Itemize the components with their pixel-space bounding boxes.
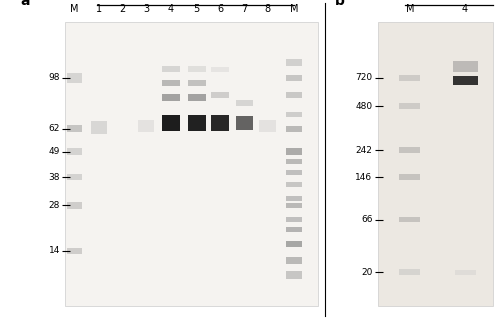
- Bar: [286, 257, 302, 264]
- Bar: [162, 66, 180, 72]
- Bar: [286, 58, 302, 66]
- Text: 98: 98: [48, 73, 60, 82]
- Bar: [211, 92, 229, 98]
- Bar: [400, 75, 420, 80]
- Text: 3: 3: [143, 4, 149, 14]
- Bar: [66, 125, 82, 132]
- Bar: [286, 75, 302, 81]
- Bar: [260, 120, 276, 132]
- Text: 20: 20: [361, 268, 372, 277]
- Text: a: a: [20, 0, 30, 8]
- Bar: [162, 80, 180, 86]
- Text: 28: 28: [48, 201, 60, 210]
- Bar: [286, 271, 302, 278]
- Bar: [286, 203, 302, 208]
- Text: 480: 480: [356, 101, 372, 111]
- Bar: [286, 112, 302, 117]
- Bar: [236, 116, 252, 130]
- Bar: [65, 22, 318, 306]
- Bar: [286, 227, 302, 232]
- Text: 4: 4: [462, 4, 468, 14]
- Bar: [66, 174, 82, 180]
- Bar: [286, 241, 302, 247]
- Bar: [66, 202, 82, 209]
- Text: 5: 5: [194, 4, 200, 14]
- Bar: [188, 94, 206, 101]
- Text: 6: 6: [217, 4, 223, 14]
- Bar: [66, 148, 82, 155]
- Bar: [286, 126, 302, 132]
- Text: M: M: [406, 4, 414, 14]
- Bar: [286, 170, 302, 175]
- Text: 146: 146: [356, 173, 372, 182]
- Bar: [286, 159, 302, 164]
- Bar: [286, 182, 302, 187]
- Text: 38: 38: [48, 173, 60, 182]
- Bar: [236, 100, 252, 106]
- Bar: [400, 103, 420, 109]
- Text: 8: 8: [264, 4, 270, 14]
- Text: M: M: [70, 4, 78, 14]
- Bar: [286, 196, 302, 201]
- Bar: [452, 76, 477, 85]
- Text: 7: 7: [241, 4, 247, 14]
- Bar: [452, 61, 477, 72]
- Bar: [188, 115, 206, 131]
- Bar: [286, 217, 302, 222]
- Bar: [188, 80, 206, 86]
- Text: 1: 1: [96, 4, 102, 14]
- Bar: [378, 22, 492, 306]
- Text: 4: 4: [168, 4, 174, 14]
- Bar: [66, 73, 82, 83]
- Bar: [400, 269, 420, 275]
- Bar: [66, 248, 82, 254]
- Text: 720: 720: [356, 73, 372, 82]
- Bar: [400, 147, 420, 153]
- Text: 66: 66: [361, 215, 372, 224]
- Text: 62: 62: [48, 124, 60, 133]
- Bar: [188, 66, 206, 72]
- Bar: [211, 115, 229, 131]
- Bar: [211, 67, 229, 72]
- Text: M: M: [290, 4, 298, 14]
- Bar: [138, 120, 154, 132]
- Bar: [400, 174, 420, 180]
- Bar: [286, 148, 302, 155]
- Text: b: b: [335, 0, 345, 8]
- Text: 49: 49: [48, 147, 60, 156]
- Bar: [162, 115, 180, 131]
- Bar: [162, 94, 180, 101]
- Text: 2: 2: [120, 4, 126, 14]
- Bar: [454, 270, 475, 275]
- Bar: [91, 121, 107, 134]
- Text: 14: 14: [48, 246, 60, 256]
- Bar: [400, 217, 420, 222]
- Text: 242: 242: [356, 145, 372, 155]
- Bar: [286, 92, 302, 98]
